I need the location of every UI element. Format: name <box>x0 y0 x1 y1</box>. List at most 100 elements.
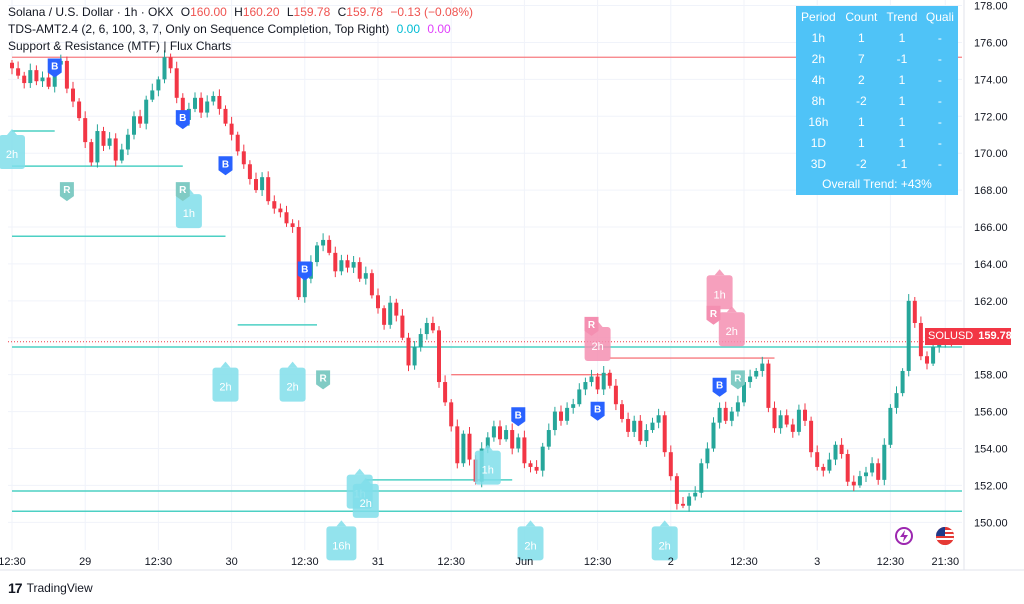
table-row: 3D -2 -1 - <box>796 153 958 174</box>
candle-body <box>650 422 655 431</box>
sr-label-text: 2h <box>726 326 738 338</box>
candle-body <box>778 415 783 429</box>
signal-badge-text: B <box>515 410 522 421</box>
sr-label-pointer <box>220 361 231 368</box>
candle-body <box>266 177 271 202</box>
candle-body <box>369 273 374 296</box>
candle-body <box>882 444 887 480</box>
table-cell: 1 <box>898 72 906 87</box>
candle-body <box>833 444 838 460</box>
y-tick-label: 168.00 <box>974 185 1008 197</box>
header-quality: Quali <box>925 9 954 24</box>
candle-body <box>247 164 252 180</box>
table-cell: - <box>937 156 942 171</box>
table-cell: - <box>937 30 942 45</box>
candle-body <box>876 463 881 480</box>
signal-badge-buy: B <box>511 407 526 427</box>
table-cell: 8h <box>811 93 826 108</box>
candle-body <box>132 116 136 135</box>
candle-body <box>101 131 106 146</box>
candle-body <box>815 452 820 467</box>
signal-badge-shape <box>584 316 599 336</box>
candle-body <box>180 97 185 120</box>
candle-body <box>278 208 283 213</box>
candle-body <box>528 463 533 467</box>
table-cell: -1 <box>896 51 908 66</box>
table-cell: 4h <box>811 72 826 87</box>
symbol-legend-row: Solana / U.S. Dollar · 1h · OKX O160.00 … <box>8 4 473 21</box>
candle-body <box>540 446 545 471</box>
close-value: 159.78 <box>346 5 383 19</box>
sr-label-box <box>352 483 379 518</box>
signal-badge-revisit-pink: R <box>584 316 599 336</box>
candle-body <box>168 57 173 69</box>
x-tick-label: 3 <box>814 556 820 568</box>
sr-label-box <box>517 526 544 561</box>
candle-body <box>845 454 850 482</box>
price-tag-symbol: SOLUSD <box>928 330 974 342</box>
candle-body <box>461 433 466 464</box>
candle-body <box>760 363 765 371</box>
candle-body <box>125 134 130 150</box>
mtf-trend-table: Period Count Trend Quali 1h 1 1- 2h 7 -1- 4h… <box>796 6 958 195</box>
x-tick-label: 12:30 <box>877 556 905 568</box>
x-tick-label: 30 <box>225 556 237 568</box>
candle-body <box>211 95 216 102</box>
table-cell: 1 <box>858 30 865 45</box>
candle-body <box>851 481 856 486</box>
candle-body <box>406 337 411 366</box>
symbol-line: Solana / U.S. Dollar · 1h · OKX <box>8 5 174 19</box>
candle-body <box>491 426 496 438</box>
indicator2-name: Support & Resistance (MTF) | Flux Charts <box>8 39 232 53</box>
signal-badge-text: R <box>710 309 718 320</box>
indicator1-value2: 0.00 <box>427 22 451 36</box>
candle-body <box>83 118 88 143</box>
candle-body <box>345 260 350 268</box>
candle-body <box>937 343 942 347</box>
us-flag-icon[interactable] <box>936 527 954 545</box>
candle-body <box>467 433 472 460</box>
sr-label-box <box>279 367 306 402</box>
candle-body <box>327 239 332 253</box>
tradingview-footer[interactable]: 17 TradingView <box>8 580 93 596</box>
candle-body <box>644 430 649 442</box>
low-value: 159.78 <box>293 5 331 19</box>
table-cell: -2 <box>856 93 867 108</box>
candle-body <box>681 503 685 506</box>
signal-badge-revisit: R <box>730 370 745 390</box>
y-tick-label: 156.00 <box>974 407 1008 419</box>
indicator2-legend-row[interactable]: Support & Resistance (MTF) | Flux Charts <box>8 38 473 55</box>
sr-label-text: 2h <box>286 382 298 394</box>
signal-badge-text: B <box>301 264 308 275</box>
candle-body <box>138 116 143 124</box>
candle-body <box>388 302 393 325</box>
candle-body <box>918 322 923 357</box>
candle-body <box>735 402 740 412</box>
candle-body <box>174 68 179 98</box>
sr-label-text: 2h <box>659 540 671 552</box>
candle-body <box>864 472 868 477</box>
x-tick-label: 29 <box>79 556 91 568</box>
candle-body <box>632 420 637 432</box>
signal-badge-shape <box>218 156 233 176</box>
open-value: 160.00 <box>190 5 227 19</box>
candle-body <box>565 407 570 421</box>
indicator1-legend-row[interactable]: TDS-AMT2.4 (2, 6, 100, 3, 7, Only on Seq… <box>8 21 473 38</box>
sr-label-cyan: 2h <box>0 129 25 170</box>
sr-label-box <box>651 526 678 561</box>
candle-body <box>613 385 618 405</box>
signal-badge-text: R <box>319 373 327 384</box>
candle-body <box>333 252 338 272</box>
signal-badge-text: B <box>179 113 186 124</box>
candle-body <box>821 466 826 471</box>
candle-body <box>510 430 515 449</box>
y-tick-label: 152.00 <box>974 480 1008 492</box>
y-tick-label: 170.00 <box>974 148 1008 160</box>
lightning-icon[interactable] <box>895 527 913 545</box>
candle-body <box>22 75 27 84</box>
candle-body <box>272 201 277 209</box>
candles-group <box>10 50 954 512</box>
table-cell: 2 <box>858 72 865 87</box>
candle-body <box>601 372 606 390</box>
